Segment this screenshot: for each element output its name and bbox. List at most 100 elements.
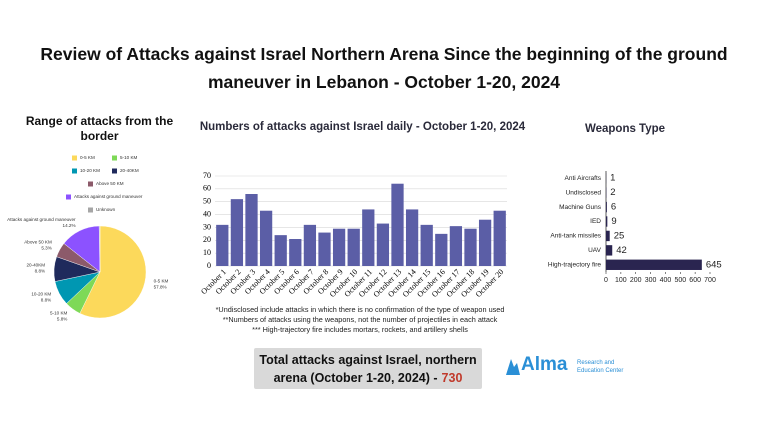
y-tick-label: High-trajectory fire <box>548 262 601 269</box>
y-tick-label: 70 <box>203 171 211 180</box>
slice-value: 57.8% <box>154 285 167 290</box>
bar <box>420 224 433 266</box>
slice-label: Above 50 KM <box>24 240 52 245</box>
total-box: Total attacks against Israel, northern a… <box>254 348 482 389</box>
y-tick-label: 50 <box>203 197 211 206</box>
value-label: 1 <box>610 173 615 184</box>
bar <box>478 219 492 266</box>
x-tick-label: 300 <box>645 277 657 284</box>
legend-swatch <box>112 168 117 174</box>
x-tick-label: 700 <box>704 277 716 284</box>
note: *** High-trajectory fire includes mortar… <box>252 325 468 334</box>
y-tick-label: 10 <box>203 248 211 257</box>
slice-label: 20-40KM <box>26 263 45 268</box>
bar <box>493 210 506 266</box>
y-tick-label: Anti Aircrafts <box>565 175 602 182</box>
value-label: 6 <box>611 202 616 213</box>
x-tick-label: 0 <box>604 277 608 284</box>
bar <box>259 210 273 266</box>
bar <box>606 216 608 227</box>
legend-swatch <box>72 168 77 174</box>
logo-icon <box>506 359 520 375</box>
bar <box>289 239 302 266</box>
legend-label: 0-5 KM <box>80 155 95 160</box>
y-tick-label: 0 <box>207 261 211 270</box>
pie-slice <box>98 225 101 273</box>
chart-title: Range of attacks from the border <box>25 114 174 143</box>
note: **Numbers of attacks using the weapons, … <box>222 315 498 324</box>
bar <box>606 259 702 270</box>
legend-label: Unknown <box>96 207 116 212</box>
y-tick-label: 60 <box>203 184 211 193</box>
legend-label: Attacks against ground maneuver <box>74 194 143 199</box>
total-value: 730 <box>441 371 463 385</box>
slice-value: 5.3% <box>41 246 51 251</box>
bar <box>464 228 477 266</box>
bar <box>606 230 610 242</box>
slice-value: 5.8% <box>57 317 67 322</box>
value-label: 645 <box>706 259 722 270</box>
bar <box>606 245 613 256</box>
pie-slice <box>79 225 147 319</box>
slice-label: 0-5 KM <box>154 279 169 284</box>
bar <box>391 183 404 266</box>
value-label: 9 <box>611 216 616 227</box>
y-tick-label: 30 <box>203 222 211 231</box>
logo: Alma Research and Education Center <box>503 354 643 380</box>
logo-name: Alma <box>521 354 568 375</box>
legend-swatch <box>88 181 93 187</box>
chart-title: Weapons Type <box>584 123 666 135</box>
bar <box>274 235 287 266</box>
legend-swatch <box>72 155 77 161</box>
bar <box>332 228 346 266</box>
bar <box>245 194 258 266</box>
y-tick-label: 20 <box>203 235 211 244</box>
y-tick-label: Anti-tank missiles <box>550 233 601 240</box>
bar <box>606 201 607 213</box>
x-tick-label: 600 <box>689 277 701 284</box>
bar <box>435 233 448 266</box>
x-tick-label: 500 <box>674 277 686 284</box>
y-tick-label: Undisclosed <box>566 189 602 196</box>
y-tick-label: IED <box>590 218 601 225</box>
legend-label: Above 50 KM <box>96 181 124 186</box>
slice-label: Attacks against ground maneuver <box>7 217 76 222</box>
slice-value: 8.8% <box>41 298 51 303</box>
logo-tagline: Research and Education Center <box>577 360 624 374</box>
bar <box>362 209 375 266</box>
bar <box>405 209 419 266</box>
y-tick-label: UAV <box>588 247 602 254</box>
legend-label: 10-20 KM <box>80 168 100 173</box>
total-label: Total attacks against Israel, northern a… <box>259 353 477 385</box>
legend-label: 5-10 KM <box>120 155 138 160</box>
x-tick-label: 100 <box>615 277 627 284</box>
bar <box>303 224 317 266</box>
bar <box>376 223 390 266</box>
bar <box>230 199 244 266</box>
notes: *Undisclosed include attacks in which th… <box>190 305 530 335</box>
bar <box>318 232 331 266</box>
bar <box>449 226 463 266</box>
value-label: 42 <box>616 245 627 256</box>
legend-swatch <box>66 194 71 200</box>
y-tick-label: Machine Guns <box>559 204 602 211</box>
bar <box>216 224 229 266</box>
title: Review of Attacks against Israel Norther… <box>40 44 728 92</box>
note: *Undisclosed include attacks in which th… <box>215 305 505 314</box>
chart-title: Numbers of attacks against Israel daily … <box>199 121 526 133</box>
bar <box>347 228 360 266</box>
legend-swatch <box>88 207 93 213</box>
slice-label: 10-20 KM <box>31 292 51 297</box>
slice-value: 8.8% <box>35 269 45 274</box>
value-label: 2 <box>610 187 615 198</box>
x-tick-label: 400 <box>660 277 672 284</box>
slice-label: 5-10 KM <box>50 311 68 316</box>
legend-label: 20-40KM <box>120 168 139 173</box>
value-label: 25 <box>614 230 625 241</box>
y-tick-label: 40 <box>203 209 211 218</box>
slice-value: 14.2% <box>63 223 76 228</box>
x-tick-label: 200 <box>630 277 642 284</box>
legend-swatch <box>112 155 117 161</box>
